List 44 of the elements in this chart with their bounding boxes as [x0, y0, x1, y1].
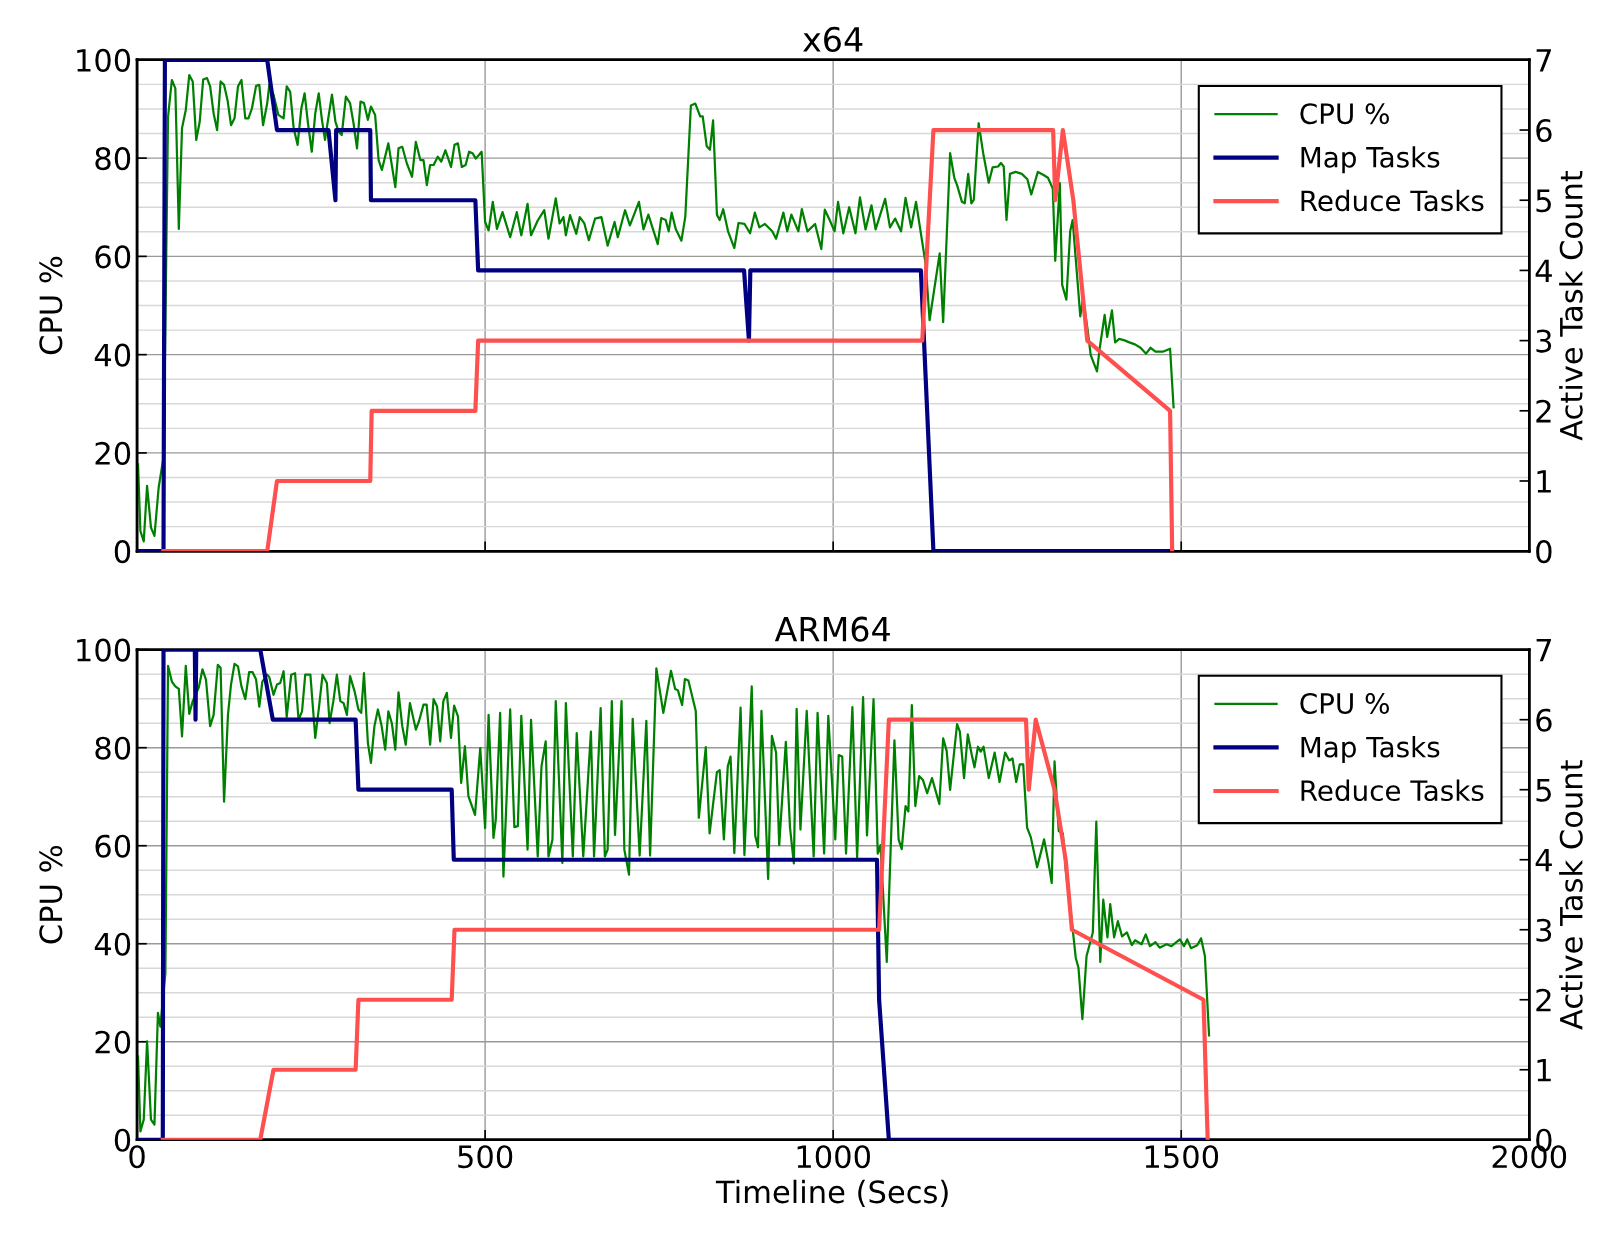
y2-tick-label: 4	[1535, 849, 1552, 872]
legend-label: Reduce Tasks	[1301, 779, 1484, 802]
x-tick-label: 1500	[1145, 1145, 1219, 1169]
y-tick-label: 40	[94, 343, 131, 367]
chart-title: ARM64	[774, 616, 890, 642]
y2-tick-label: 2	[1536, 988, 1551, 1012]
y2-tick-label: 5	[1536, 189, 1551, 213]
y2-tick-label: 1	[1537, 1059, 1551, 1082]
x-axis-title: Timeline (Secs)	[715, 1179, 948, 1207]
y-tick-label: 60	[95, 834, 131, 858]
line-series	[161, 127, 1175, 552]
y-tick-label: 0	[114, 540, 131, 564]
y2-tick-label: 3	[1536, 329, 1552, 353]
y-tick-label: 80	[95, 147, 131, 171]
x-tick-label: 500	[458, 1145, 513, 1169]
y-tick-label: 80	[95, 736, 131, 760]
y-tick-label: 0	[114, 1128, 131, 1152]
y2-tick-label: 0	[1536, 540, 1552, 564]
legend-label: CPU %	[1300, 103, 1389, 125]
legend-label: Map Tasks	[1301, 146, 1440, 174]
y-axis-title: CPU %	[39, 256, 63, 355]
legend-label: CPU %	[1300, 692, 1389, 714]
y2-axis-title: Active Task Count	[1559, 170, 1583, 441]
legend-label: Reduce Tasks	[1301, 189, 1484, 212]
chart-title: x64	[803, 26, 863, 52]
y2-tick-label: 3	[1536, 918, 1552, 942]
y2-tick-label: 6	[1536, 118, 1552, 143]
y-tick-label: 100	[77, 638, 131, 662]
y-tick-label: 40	[94, 932, 131, 956]
y2-tick-label: 4	[1535, 259, 1552, 283]
y-axis-title: CPU %	[39, 845, 63, 944]
y-tick-label: 20	[95, 441, 131, 465]
y2-tick-label: 1	[1537, 470, 1551, 493]
y2-tick-label: 6	[1536, 708, 1552, 732]
y-tick-label: 60	[95, 245, 131, 269]
y2-tick-label: 5	[1536, 779, 1551, 802]
y-tick-label: 20	[95, 1030, 131, 1054]
y2-tick-label: 7	[1536, 49, 1551, 72]
x-tick-label: 1000	[797, 1145, 871, 1169]
y2-tick-label: 2	[1536, 399, 1551, 423]
y2-tick-label: 7	[1536, 639, 1551, 662]
y2-axis-title: Active Task Count	[1559, 760, 1583, 1030]
legend-label: Map Tasks	[1301, 736, 1440, 763]
y-tick-label: 100	[77, 48, 131, 72]
